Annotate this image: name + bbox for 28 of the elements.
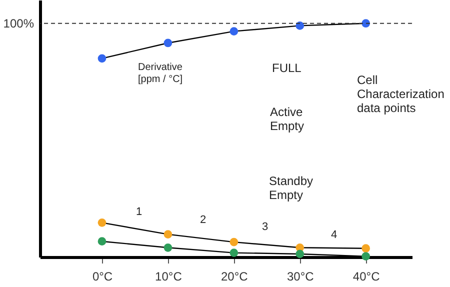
point [230, 238, 238, 246]
point [98, 237, 106, 246]
point [362, 244, 370, 253]
point [230, 27, 238, 36]
annotation: 4 [331, 229, 338, 241]
point [362, 252, 370, 260]
point [296, 22, 304, 30]
annotation: FULL [272, 61, 302, 75]
annotation: 2 [200, 214, 206, 226]
point [164, 38, 172, 48]
annotation: Standby Empty [269, 174, 314, 202]
annotation: Active Empty [270, 105, 304, 133]
annotation: Derivative [ppm / °C] [138, 62, 183, 85]
x-tick-label: 0°C [92, 270, 113, 284]
annotation: 3 [262, 221, 268, 233]
point [164, 243, 172, 252]
ref-line-label: 100% [3, 16, 34, 30]
annotation: 1 [136, 206, 142, 218]
annotation: Cell Characterization data points [357, 73, 444, 115]
point [98, 218, 106, 227]
point [296, 250, 304, 258]
point [164, 230, 172, 239]
point [98, 54, 106, 63]
x-tick-label: 20°C [221, 270, 248, 284]
x-tick-label: 40°C [352, 270, 380, 284]
x-tick-label: 30°C [286, 270, 314, 284]
point [230, 248, 238, 257]
x-tick-label: 10°C [155, 270, 182, 284]
